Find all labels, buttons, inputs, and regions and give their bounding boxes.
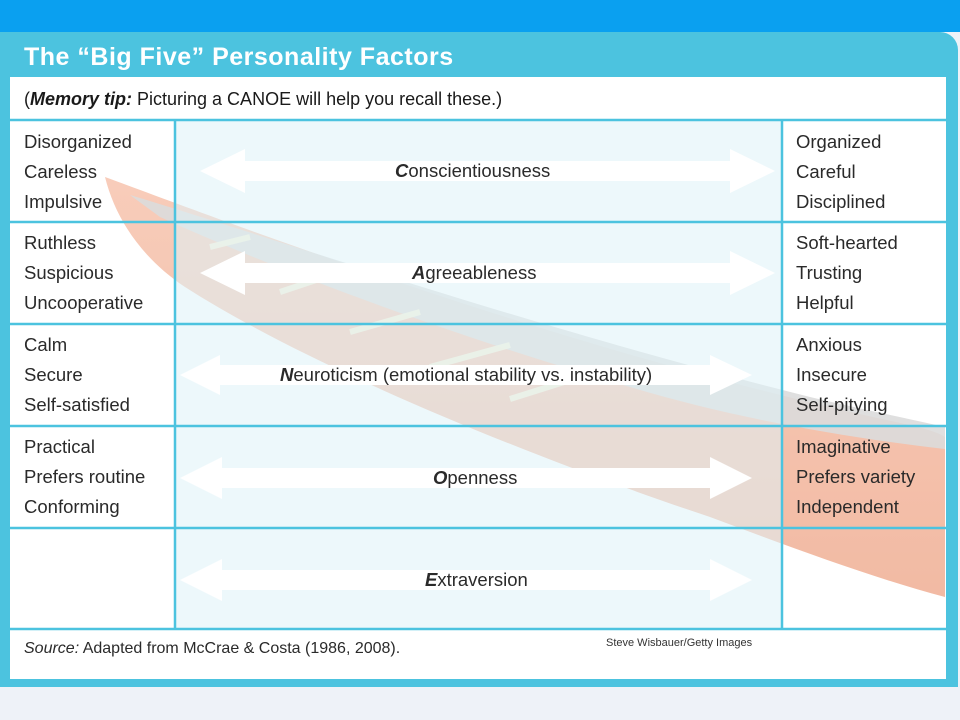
trait: Uncooperative — [24, 292, 144, 313]
factor-conscientiousness: Conscientiousness — [395, 160, 551, 181]
row-1-right-traits: Organized Careful Disciplined — [796, 127, 885, 217]
trait: Self-satisfied — [24, 394, 130, 415]
photo-credit: Steve Wisbauer/Getty Images — [606, 637, 753, 649]
figure-title: The “Big Five” Personality Factors — [24, 43, 454, 71]
row-2-right-traits: Soft-hearted Trusting Helpful — [796, 228, 898, 318]
trait: Calm — [24, 334, 68, 355]
factor-neuroticism: Neuroticism (emotional stability vs. ins… — [280, 364, 653, 385]
trait: Independent — [796, 496, 899, 517]
trait: Suspicious — [24, 262, 114, 283]
trait: Soft-hearted — [796, 232, 898, 253]
row-4-left-traits: Practical Prefers routine Conforming — [24, 432, 145, 522]
row-2-left-traits: Ruthless Suspicious Uncooperative — [24, 228, 143, 318]
double-arrow-openness — [180, 457, 752, 499]
trait: Prefers routine — [24, 466, 146, 487]
factor-agreeableness: Agreeableness — [412, 262, 537, 283]
trait: Practical — [24, 436, 95, 457]
top-bar — [0, 0, 960, 32]
trait: Ruthless — [24, 232, 96, 253]
double-arrow-conscientiousness — [200, 149, 775, 193]
trait: Secure — [24, 364, 83, 385]
trait: Disorganized — [24, 131, 132, 152]
trait: Helpful — [796, 292, 854, 313]
factor-openness: Openness — [433, 467, 518, 488]
trait: Trusting — [796, 262, 863, 283]
row-3-right-traits: Anxious Insecure Self-pitying — [796, 330, 888, 420]
trait: Impulsive — [24, 191, 103, 212]
trait: Careless — [24, 161, 97, 182]
double-arrow-extraversion — [180, 559, 752, 601]
factor-extraversion: Extraversion — [425, 569, 528, 590]
trait: Imaginative — [796, 436, 891, 457]
trait: Disciplined — [796, 191, 886, 212]
trait: Prefers variety — [796, 466, 916, 487]
row-3-left-traits: Calm Secure Self-satisfied — [24, 330, 130, 420]
trait: Conforming — [24, 496, 120, 517]
trait: Careful — [796, 161, 856, 182]
trait: Organized — [796, 131, 882, 152]
double-arrow-agreeableness — [200, 251, 775, 295]
row-1-left-traits: Disorganized Careless Impulsive — [24, 127, 132, 217]
trait: Self-pitying — [796, 394, 888, 415]
factor-table-grid — [10, 118, 946, 631]
double-arrow-neuroticism — [180, 355, 752, 395]
row-4-right-traits: Imaginative Prefers variety Independent — [796, 432, 915, 522]
trait: Anxious — [796, 334, 862, 355]
trait: Insecure — [796, 364, 867, 385]
source-citation: Source: Adapted from McCrae & Costa (198… — [24, 640, 401, 657]
memory-tip: (Memory tip: Picturing a CANOE will help… — [24, 89, 503, 109]
